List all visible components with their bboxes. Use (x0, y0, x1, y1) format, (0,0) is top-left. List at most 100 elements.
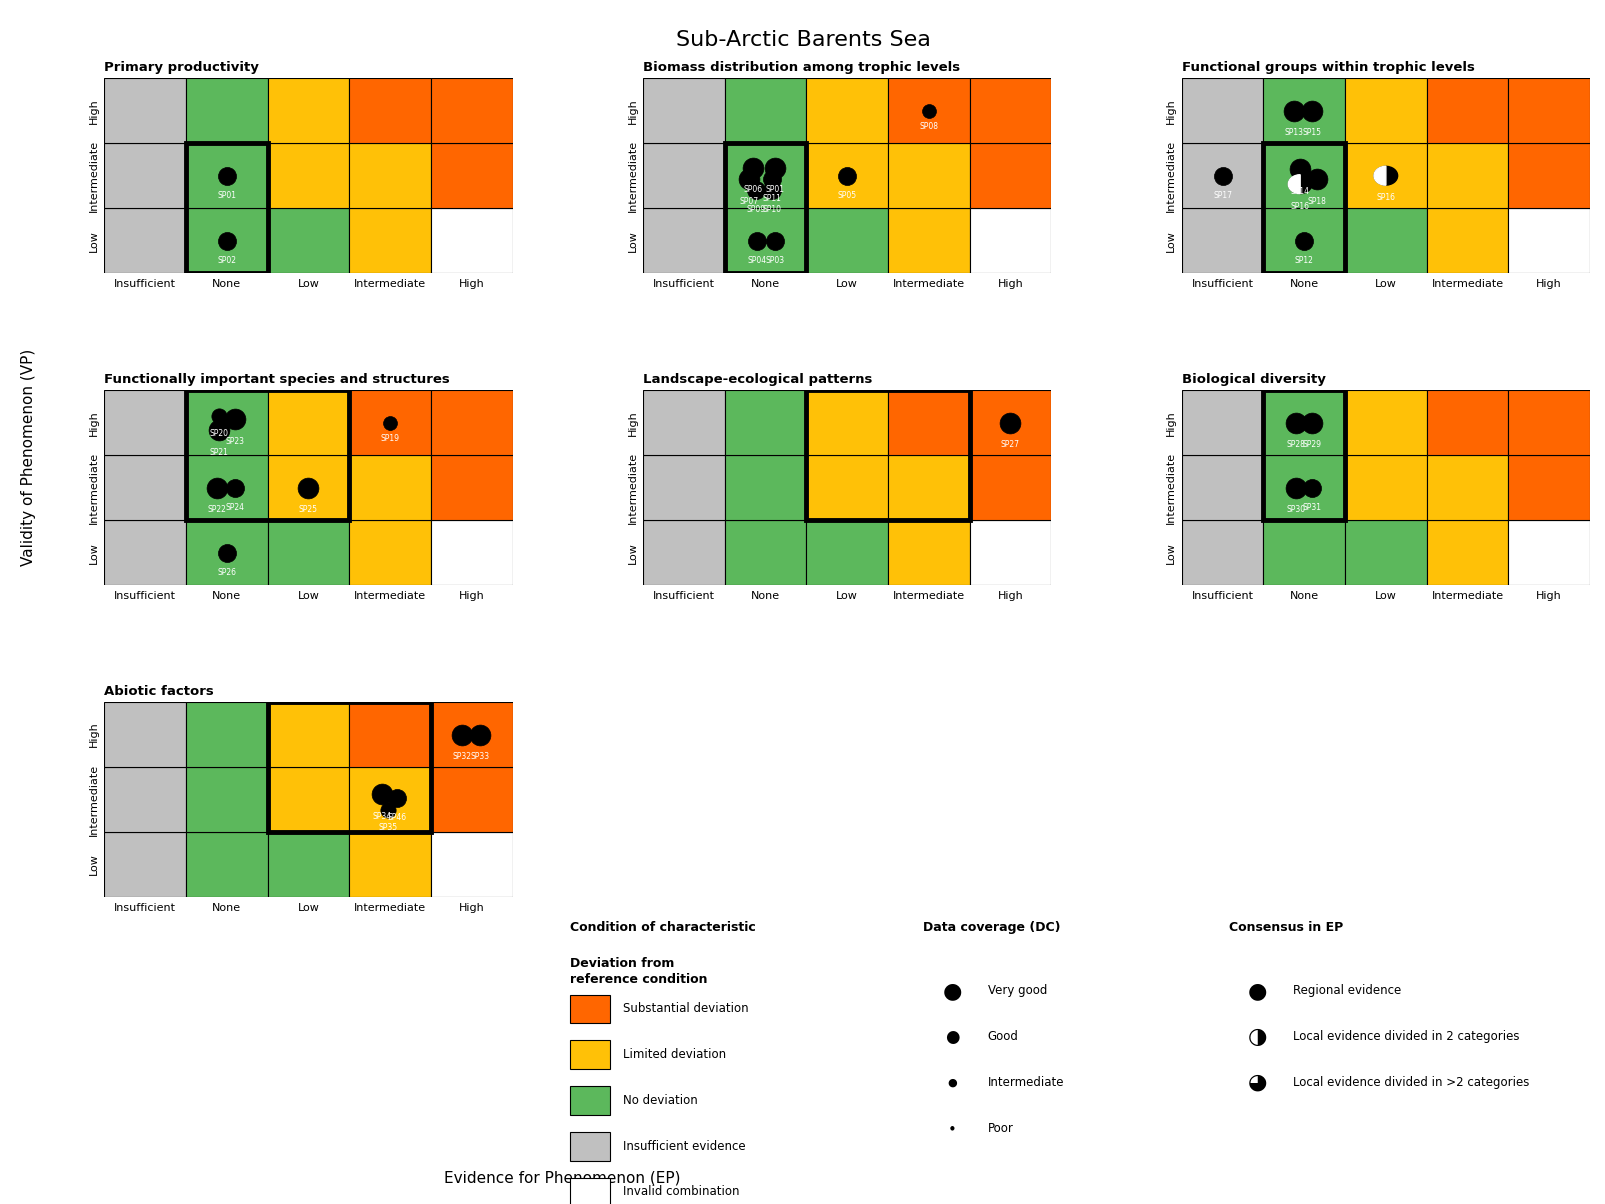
Bar (724, 143, 806, 208)
Bar (186, 520, 268, 585)
Text: SP34: SP34 (372, 811, 392, 821)
Bar (186, 455, 268, 520)
Text: SP31: SP31 (1302, 503, 1321, 512)
Bar (724, 520, 806, 585)
Bar (642, 520, 724, 585)
Text: ●: ● (944, 1028, 960, 1045)
Bar (724, 455, 806, 520)
Bar (186, 390, 268, 455)
Text: Functional groups within trophic levels: Functional groups within trophic levels (1181, 61, 1473, 75)
Text: SP30: SP30 (1286, 506, 1305, 514)
Text: Biological diversity: Biological diversity (1181, 373, 1324, 386)
Text: SP24: SP24 (225, 503, 244, 512)
Bar (724, 208, 806, 273)
Text: Abiotic factors: Abiotic factors (104, 685, 213, 698)
Text: Landscape-ecological patterns: Landscape-ecological patterns (642, 373, 872, 386)
Bar (888, 455, 969, 520)
Bar (104, 767, 186, 832)
Bar (430, 455, 512, 520)
Text: SP01: SP01 (217, 191, 236, 200)
Text: SP25: SP25 (299, 506, 318, 514)
Bar (186, 143, 268, 273)
Bar (806, 390, 888, 455)
Wedge shape (1374, 166, 1385, 185)
Text: SP35: SP35 (379, 822, 398, 832)
Text: ●: ● (947, 1078, 957, 1087)
Bar (186, 832, 268, 897)
Bar (642, 78, 724, 143)
Bar (969, 78, 1051, 143)
Bar (1507, 455, 1589, 520)
Bar (642, 208, 724, 273)
Text: SP28: SP28 (1286, 441, 1305, 449)
Bar (268, 702, 348, 767)
Bar (1181, 143, 1263, 208)
Bar (969, 455, 1051, 520)
Bar (268, 455, 348, 520)
Text: SP27: SP27 (1000, 441, 1019, 449)
Bar (969, 520, 1051, 585)
Bar (348, 208, 430, 273)
Text: SP09: SP09 (746, 205, 766, 214)
Bar (1345, 520, 1425, 585)
Text: Data coverage (DC): Data coverage (DC) (923, 921, 1061, 934)
Text: SP22: SP22 (207, 506, 226, 514)
Text: Biomass distribution among trophic levels: Biomass distribution among trophic level… (642, 61, 960, 75)
Bar (724, 143, 806, 273)
Bar (1425, 78, 1507, 143)
Bar (642, 143, 724, 208)
Bar (268, 702, 430, 832)
Bar (1181, 455, 1263, 520)
Bar (348, 143, 430, 208)
Bar (430, 767, 512, 832)
Text: SP08: SP08 (918, 123, 937, 131)
Bar (969, 143, 1051, 208)
Text: Evidence for Phenomenon (EP): Evidence for Phenomenon (EP) (443, 1171, 681, 1186)
Bar (1181, 208, 1263, 273)
Bar (888, 143, 969, 208)
Bar (104, 520, 186, 585)
Bar (806, 78, 888, 143)
Bar (268, 767, 348, 832)
Bar (348, 520, 430, 585)
Text: SP06: SP06 (743, 185, 762, 195)
Bar (1263, 208, 1345, 273)
Bar (1263, 143, 1345, 273)
Bar (1181, 390, 1263, 455)
Text: Intermediate: Intermediate (987, 1076, 1064, 1088)
Bar (348, 702, 430, 767)
Bar (806, 455, 888, 520)
Bar (104, 455, 186, 520)
Bar (888, 208, 969, 273)
Text: Sub-Arctic Barents Sea: Sub-Arctic Barents Sea (676, 30, 929, 51)
Bar (1263, 390, 1345, 520)
Text: Very good: Very good (987, 985, 1046, 997)
Bar (806, 390, 969, 520)
Bar (1345, 390, 1425, 455)
Bar (104, 390, 186, 455)
Bar (1263, 390, 1345, 455)
Text: Local evidence divided in >2 categories: Local evidence divided in >2 categories (1292, 1076, 1528, 1088)
Bar (348, 832, 430, 897)
Bar (1263, 520, 1345, 585)
Text: SP10: SP10 (762, 205, 782, 214)
Text: SP20: SP20 (209, 429, 228, 438)
Bar (1181, 520, 1263, 585)
Bar (806, 520, 888, 585)
Text: SP17: SP17 (1212, 191, 1231, 200)
Text: ◑: ◑ (1247, 1027, 1266, 1046)
Bar (1345, 143, 1425, 208)
Bar (1345, 78, 1425, 143)
Bar (1425, 143, 1507, 208)
Bar (1507, 143, 1589, 208)
Text: SP07: SP07 (740, 196, 758, 206)
Bar (268, 208, 348, 273)
Bar (888, 520, 969, 585)
Bar (430, 520, 512, 585)
Bar (1345, 455, 1425, 520)
Bar (186, 78, 268, 143)
Text: SP32: SP32 (453, 752, 472, 761)
Bar (186, 702, 268, 767)
Bar (806, 143, 888, 208)
Bar (348, 455, 430, 520)
